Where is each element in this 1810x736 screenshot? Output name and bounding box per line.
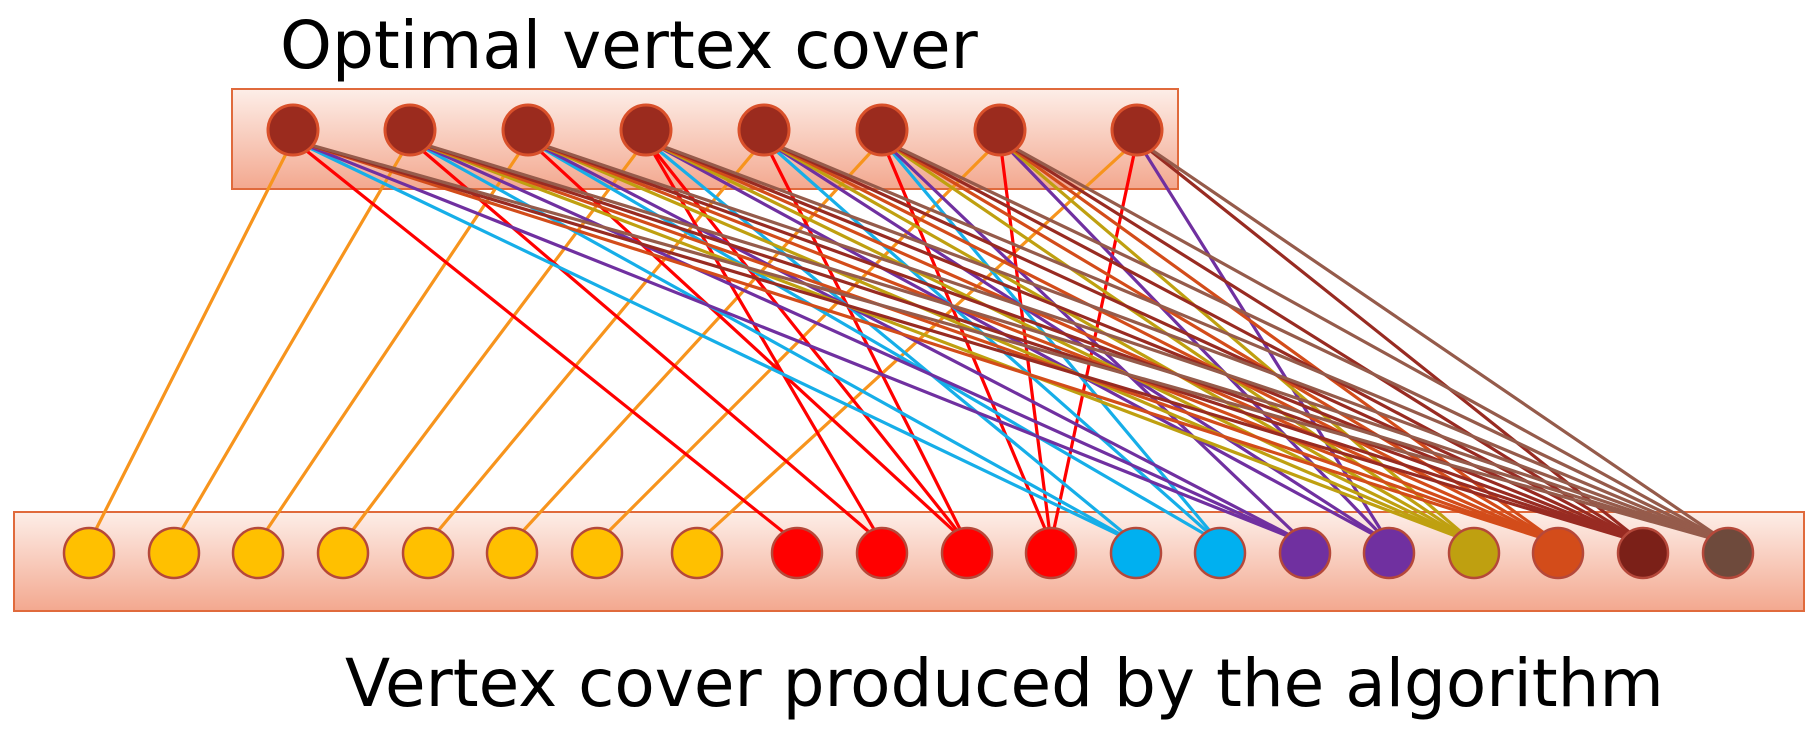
bottom-node-b5 [403, 528, 453, 578]
bottom-node-b19 [1618, 528, 1668, 578]
top-panel [232, 89, 1178, 189]
top-node-t7 [975, 105, 1025, 155]
edge-t3-b20 [528, 140, 1728, 543]
bottom-node-b11 [942, 528, 992, 578]
bottom-node-b7 [572, 528, 622, 578]
top-node-t4 [621, 105, 671, 155]
bottom-node-b10 [857, 528, 907, 578]
bottom-node-b14 [1195, 528, 1245, 578]
bottom-node-b2 [149, 528, 199, 578]
edge-t4-b18 [646, 140, 1558, 543]
bottom-node-b8 [672, 528, 722, 578]
edges-layer [89, 140, 1728, 543]
bottom-node-b20 [1703, 528, 1753, 578]
bottom-node-b17 [1449, 528, 1499, 578]
bottom-label: Vertex cover produced by the algorithm [345, 645, 1664, 722]
edge-t3-b17 [528, 140, 1474, 543]
bottom-node-b16 [1364, 528, 1414, 578]
bottom-node-b13 [1111, 528, 1161, 578]
top-node-t2 [385, 105, 435, 155]
top-node-t3 [503, 105, 553, 155]
edge-t8-b20 [1137, 140, 1728, 543]
top-node-t8 [1112, 105, 1162, 155]
bottom-node-b3 [233, 528, 283, 578]
edge-t1-b1 [89, 140, 293, 543]
top-node-t5 [739, 105, 789, 155]
bottom-node-b1 [64, 528, 114, 578]
bottom-node-b4 [318, 528, 368, 578]
top-node-t6 [857, 105, 907, 155]
bottom-node-b12 [1026, 528, 1076, 578]
top-node-t1 [268, 105, 318, 155]
bottom-node-b9 [772, 528, 822, 578]
bottom-node-b6 [487, 528, 537, 578]
bottom-node-b18 [1533, 528, 1583, 578]
edge-t2-b2 [174, 140, 410, 543]
edge-t1-b18 [293, 140, 1558, 543]
bottom-node-b15 [1280, 528, 1330, 578]
top-label: Optimal vertex cover [280, 7, 979, 84]
edge-t5-b20 [764, 140, 1728, 543]
